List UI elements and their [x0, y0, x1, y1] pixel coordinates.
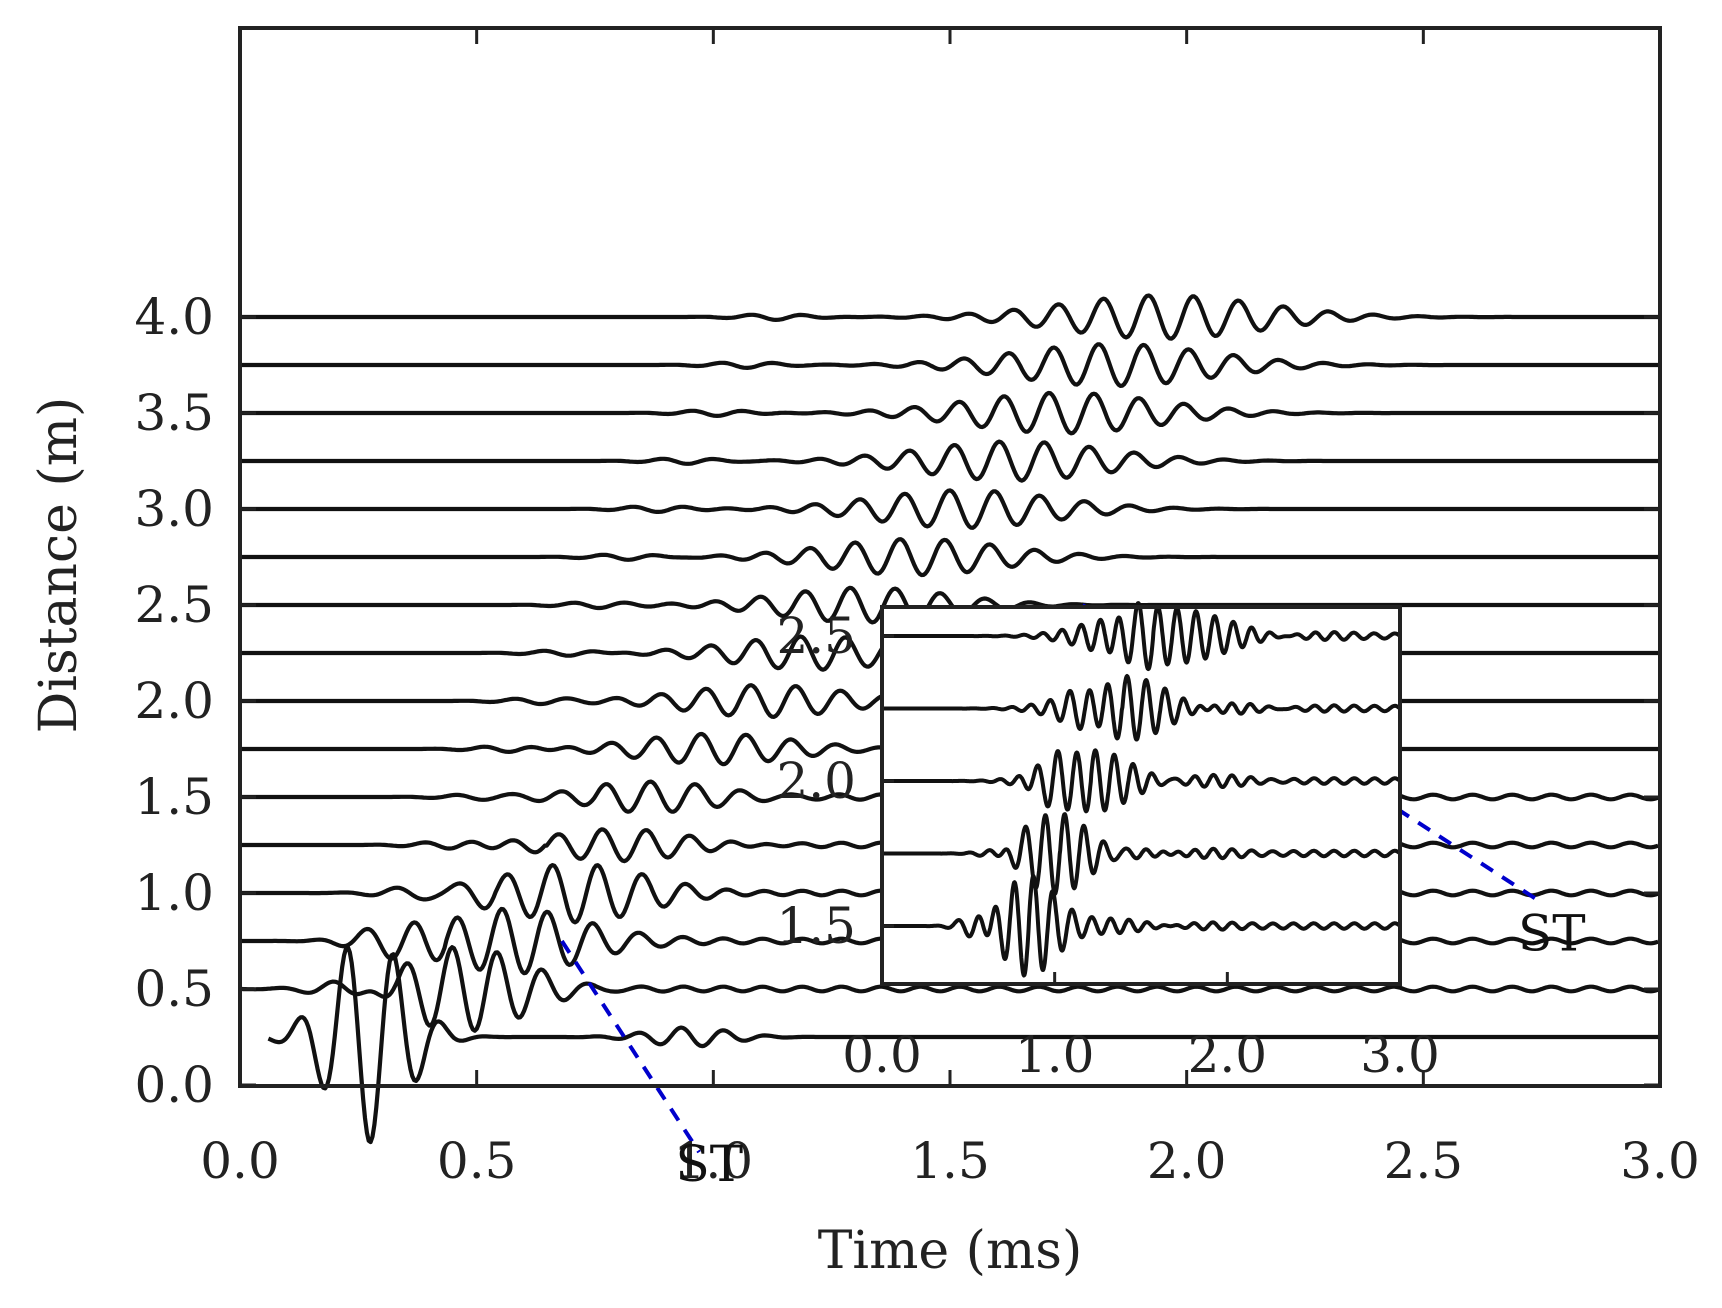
y-tick-label: 0.5 [134, 960, 214, 1018]
trace-14 [239, 342, 1659, 388]
inset-x-tick-label: 1.0 [1015, 1026, 1095, 1084]
inset-trace-4 [880, 601, 1401, 672]
x-tick-label: 0.5 [437, 1132, 517, 1190]
y-tick-label: 4.0 [134, 288, 214, 346]
y-tick-label: 3.0 [134, 480, 214, 538]
y-tick-label: 2.0 [134, 672, 214, 730]
inset-axis-ticks: 0.0 1.0 2.0 3.0 1.5 2.0 2.5 [776, 607, 1439, 1084]
inset-traces [880, 601, 1401, 978]
trace-11 [239, 488, 1659, 530]
trace-12 [239, 439, 1659, 483]
inset-y-tick-label: 2.5 [776, 607, 856, 665]
st-annotation-lines [560, 603, 1543, 1154]
trace-1 [239, 945, 1659, 1033]
trace-9 [239, 585, 1659, 625]
inset-y-tick-label: 1.5 [776, 897, 856, 955]
trace-13 [239, 390, 1659, 436]
y-axis-title: Distance (m) [29, 397, 89, 734]
trace-0 [267, 945, 1659, 1145]
y-tick-label: 3.5 [134, 384, 214, 442]
inset-x-tick-label: 3.0 [1360, 1026, 1440, 1084]
inset-trace-1 [880, 812, 1401, 896]
main-axis-ticks: 0.0 0.5 1.0 1.5 2.0 2.5 3.0 0.0 0.5 1.0 1.5 2.0 2.5 3… [134, 28, 1700, 1190]
inset-trace-3 [880, 674, 1401, 742]
x-tick-label: 0.0 [200, 1132, 280, 1190]
x-tick-label: 2.0 [1147, 1132, 1227, 1190]
inset-frame [880, 605, 1402, 986]
y-tick-label: 0.0 [134, 1056, 214, 1114]
y-tick-label: 1.0 [134, 864, 214, 922]
inset-y-tick-label: 2.0 [776, 752, 856, 810]
x-tick-label: 2.5 [1384, 1132, 1464, 1190]
trace-10 [239, 537, 1659, 578]
inset-trace-0 [880, 874, 1401, 978]
st-line-1 [560, 939, 701, 1154]
x-tick-label: 1.5 [910, 1132, 990, 1190]
inset-x-tick-label: 0.0 [842, 1026, 922, 1084]
inset-chart: 0.0 1.0 2.0 3.0 1.5 2.0 2.5 [776, 601, 1440, 1084]
x-tick-label: 1.0 [674, 1132, 754, 1190]
trace-15 [239, 293, 1659, 341]
st-line-2 [1081, 603, 1543, 905]
st-label-1: ST [675, 1135, 743, 1193]
y-tick-label: 2.5 [134, 576, 214, 634]
inset-x-tick-label: 2.0 [1188, 1026, 1268, 1084]
inset-background [882, 607, 1400, 984]
inset-trace-2 [880, 748, 1401, 814]
x-tick-label: 3.0 [1620, 1132, 1700, 1190]
x-axis-title: Time (ms) [818, 1221, 1083, 1281]
y-tick-label: 1.5 [134, 768, 214, 826]
st-label-2: ST [1518, 905, 1586, 963]
